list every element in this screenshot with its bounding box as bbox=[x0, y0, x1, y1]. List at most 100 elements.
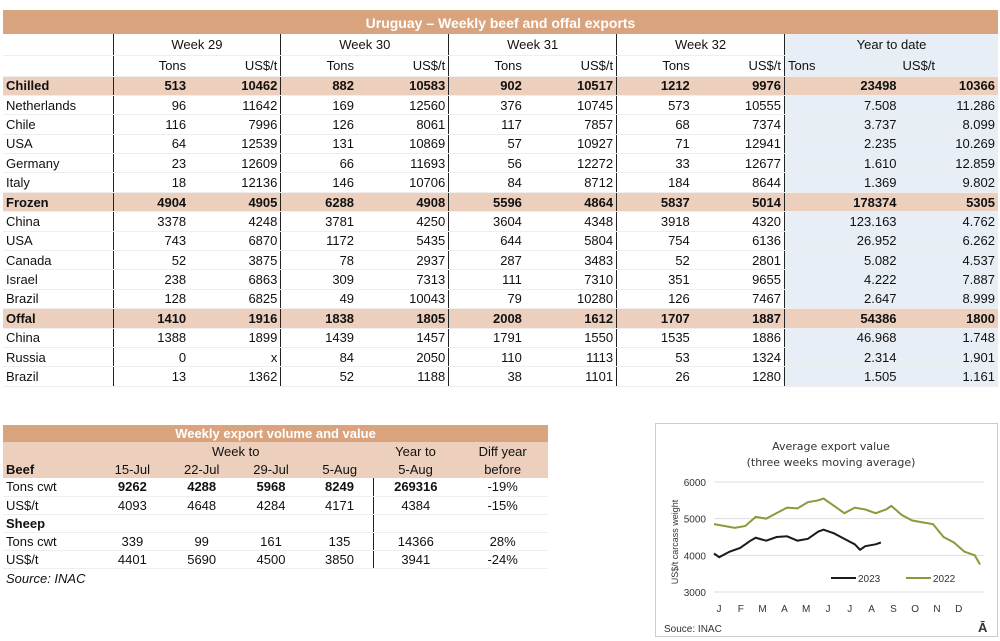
row-label: Tons cwt bbox=[3, 478, 98, 497]
y-tick-label: 4000 bbox=[684, 551, 707, 562]
ytd-tons-cell: 178374 bbox=[783, 192, 900, 213]
ytd-usd-cell: 1.748 bbox=[899, 328, 998, 348]
table-row: China 3378 4248 3781 4250 3604 4348 3918 4320 123… bbox=[3, 211, 998, 232]
value-cell: 4500 bbox=[236, 550, 306, 569]
x-tick-label: S bbox=[890, 604, 897, 615]
x-tick-label: N bbox=[933, 604, 940, 615]
tons-cell: 116 bbox=[112, 114, 190, 135]
usd-cell: 4905 bbox=[189, 192, 281, 213]
table-row: US$/t 4093 4648 4284 4171 4384 -15% bbox=[3, 496, 548, 515]
row-label: Netherlands bbox=[3, 95, 113, 116]
row-label: Offal bbox=[3, 308, 113, 329]
table-row: Canada 52 3875 78 2937 287 3483 52 2801 5.082 4.53… bbox=[3, 250, 998, 271]
usd-header: US$/t bbox=[189, 55, 281, 77]
tons-cell: 23 bbox=[112, 153, 190, 174]
usd-cell: 3875 bbox=[189, 250, 281, 271]
usd-cell: 10869 bbox=[357, 134, 449, 155]
tons-header: Tons bbox=[280, 55, 358, 77]
export-value-chart: Average export value (three weeks moving … bbox=[655, 423, 998, 637]
usd-cell: 1550 bbox=[524, 328, 617, 348]
corner-mark: Ā bbox=[978, 620, 988, 635]
ytd-tons-cell: 7.508 bbox=[783, 95, 900, 116]
table-row: China 1388 1899 1439 1457 1791 1550 1535 1886 46.… bbox=[3, 328, 998, 348]
tons-cell: 573 bbox=[616, 95, 693, 116]
row-label: Chile bbox=[3, 114, 113, 135]
value-cell: 135 bbox=[305, 532, 374, 551]
tons-cell: 5596 bbox=[448, 192, 525, 213]
x-tick-label: A bbox=[781, 604, 788, 615]
week-header: Week 31 bbox=[448, 34, 617, 56]
usd-cell: 10517 bbox=[524, 76, 617, 96]
before-header: before bbox=[457, 460, 548, 478]
tons-cell: 1410 bbox=[112, 308, 190, 329]
tons-header: Tons bbox=[616, 55, 693, 77]
ytd-date-header: 5-Aug bbox=[373, 460, 458, 478]
y-tick-label: 3000 bbox=[684, 588, 707, 599]
usd-cell: 3483 bbox=[524, 250, 617, 271]
usd-cell: 1113 bbox=[524, 347, 617, 368]
y-tick-label: 5000 bbox=[684, 515, 707, 526]
tons-cell: 169 bbox=[280, 95, 358, 116]
weekly-volume-table: Weekly export volume and value Week to Ye… bbox=[3, 425, 548, 586]
ytd-tons-cell: 23498 bbox=[783, 76, 900, 96]
usd-cell: 11693 bbox=[357, 153, 449, 174]
date-header: 22-Jul bbox=[167, 460, 237, 478]
usd-cell: 7313 bbox=[357, 269, 449, 290]
tons-cell: 26 bbox=[616, 366, 693, 387]
value-cell: 8249 bbox=[305, 478, 374, 497]
usd-cell: 1899 bbox=[189, 328, 281, 348]
usd-cell: 6870 bbox=[189, 231, 281, 252]
tons-cell: 53 bbox=[616, 347, 693, 368]
series-line-2022 bbox=[713, 497, 981, 565]
tons-cell: 309 bbox=[280, 269, 358, 290]
usd-cell: 7310 bbox=[524, 269, 617, 290]
row-label: US$/t bbox=[3, 496, 98, 515]
date-header: 15-Jul bbox=[97, 460, 168, 478]
usd-cell: 12609 bbox=[189, 153, 281, 174]
blank bbox=[3, 55, 113, 77]
sheep-label: Sheep bbox=[3, 514, 98, 533]
ytd-usd-cell: 1.901 bbox=[899, 347, 998, 368]
header-row-units: Tons US$/t Tons US$/t Tons US$/t Tons US$/t Tons… bbox=[3, 55, 998, 77]
tons-cell: 84 bbox=[448, 172, 525, 193]
chart-source: Souce: INAC bbox=[664, 624, 722, 635]
usd-cell: 6863 bbox=[189, 269, 281, 290]
usd-cell: 1362 bbox=[189, 366, 281, 387]
ytd-usd-cell: 5305 bbox=[899, 192, 998, 213]
week-header: Week 30 bbox=[280, 34, 449, 56]
usd-header: US$/t bbox=[524, 55, 617, 77]
ytd-usd-cell: 1.161 bbox=[899, 366, 998, 387]
usd-cell: 7857 bbox=[524, 114, 617, 135]
tons-cell: 117 bbox=[448, 114, 525, 135]
tons-cell: 18 bbox=[112, 172, 190, 193]
usd-header: US$/t bbox=[357, 55, 449, 77]
value-cell: 9262 bbox=[97, 478, 168, 497]
date-header: 29-Jul bbox=[236, 460, 306, 478]
chart-svg: Average export value (three weeks moving … bbox=[664, 440, 988, 635]
tons-cell: 4904 bbox=[112, 192, 190, 213]
tons-cell: 71 bbox=[616, 134, 693, 155]
row-label: Chilled bbox=[3, 76, 113, 96]
table-row: Russia 0 x 84 2050 110 1113 53 1324 2.314 1.901 bbox=[3, 347, 998, 368]
tons-cell: 128 bbox=[112, 289, 190, 310]
usd-cell: 1101 bbox=[524, 366, 617, 387]
chart-subtitle: (three weeks moving average) bbox=[747, 456, 916, 469]
tons-header: Tons bbox=[448, 55, 525, 77]
ytd-usd-cell: 9.802 bbox=[899, 172, 998, 193]
ytd-usd-cell: 11.286 bbox=[899, 95, 998, 116]
usd-cell: 6136 bbox=[692, 231, 785, 252]
value-cell: 5968 bbox=[236, 478, 306, 497]
row-label: Italy bbox=[3, 172, 113, 193]
tons-cell: 743 bbox=[112, 231, 190, 252]
table-row: Netherlands 96 11642 169 12560 376 10745 573 105… bbox=[3, 95, 998, 116]
tons-cell: 57 bbox=[448, 134, 525, 155]
value-cell: 339 bbox=[97, 532, 168, 551]
sheep-header-row: Sheep bbox=[3, 514, 548, 533]
tons-cell: 3781 bbox=[280, 211, 358, 232]
ytd-tons-cell: 1.610 bbox=[783, 153, 900, 174]
diff-header: Diff year bbox=[457, 442, 548, 460]
usd-cell: 7996 bbox=[189, 114, 281, 135]
row-label: Brazil bbox=[3, 289, 113, 310]
table-row: USA 64 12539 131 10869 57 10927 71 12941 2.235 10.… bbox=[3, 134, 998, 155]
table-row: Israel 238 6863 309 7313 111 7310 351 9655 4.222 7… bbox=[3, 269, 998, 290]
